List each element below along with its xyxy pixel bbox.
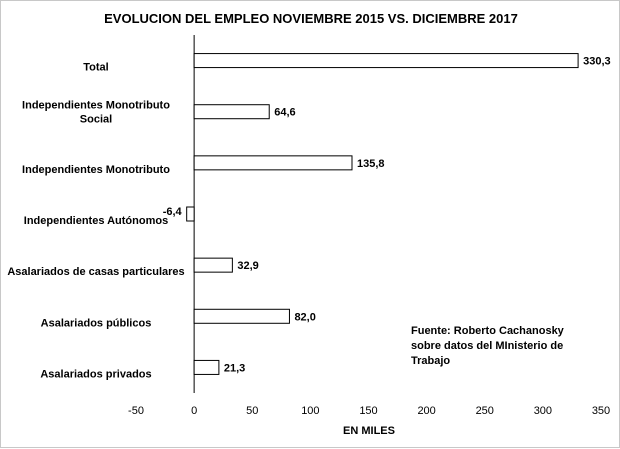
x-tick-label: 350: [592, 405, 610, 417]
bar: [193, 359, 220, 375]
category-label: Independientes Autónomos: [24, 215, 168, 227]
x-tick-label: 250: [476, 405, 494, 417]
axis-layer: -50 0 50 100 150 200 250 300 350: [128, 35, 610, 417]
data-label: 82,0: [294, 311, 315, 323]
x-tick-label: 200: [417, 405, 435, 417]
labels-layer: 330,3 Total 64,6 Independientes Monotributo…: [7, 56, 610, 381]
bars-layer: [186, 53, 579, 375]
x-tick-label: 50: [246, 405, 258, 417]
category-label: Social: [80, 114, 112, 126]
x-axis-label: EN MILES: [343, 425, 395, 437]
category-label: Asalariados privados: [40, 368, 151, 380]
category-label: Asalariados de casas particulares: [7, 266, 184, 278]
bar: [193, 53, 579, 69]
x-tick-label: 100: [301, 405, 319, 417]
bar: [193, 104, 270, 120]
data-label: 135,8: [357, 158, 385, 170]
data-label: 32,9: [237, 260, 258, 272]
source-note-line: Trabajo: [411, 355, 450, 367]
source-note-line: Fuente: Roberto Cachanosky: [411, 325, 565, 337]
category-label: Independientes Monotributo: [22, 164, 170, 176]
data-label: 330,3: [583, 56, 611, 68]
bar: [193, 308, 290, 324]
chart-title: EVOLUCION DEL EMPLEO NOVIEMBRE 2015 VS. …: [104, 11, 518, 26]
bar: [186, 206, 195, 222]
category-label: Total: [83, 62, 108, 74]
data-label: 64,6: [274, 107, 295, 119]
bar: [193, 155, 353, 171]
x-tick-label: 150: [359, 405, 377, 417]
source-note: Fuente: Roberto Cachanosky sobre datos de…: [411, 325, 565, 367]
category-label: Asalariados públicos: [41, 317, 152, 329]
source-note-line: sobre datos del MInisterio de: [411, 340, 563, 352]
category-label: Independientes Monotributo: [22, 100, 170, 112]
bar: [193, 257, 233, 273]
data-label: -6,4: [163, 206, 183, 218]
x-tick-label: -50: [128, 405, 144, 417]
x-tick-label: 300: [534, 405, 552, 417]
x-tick-label: 0: [191, 405, 197, 417]
data-label: 21,3: [224, 362, 245, 374]
